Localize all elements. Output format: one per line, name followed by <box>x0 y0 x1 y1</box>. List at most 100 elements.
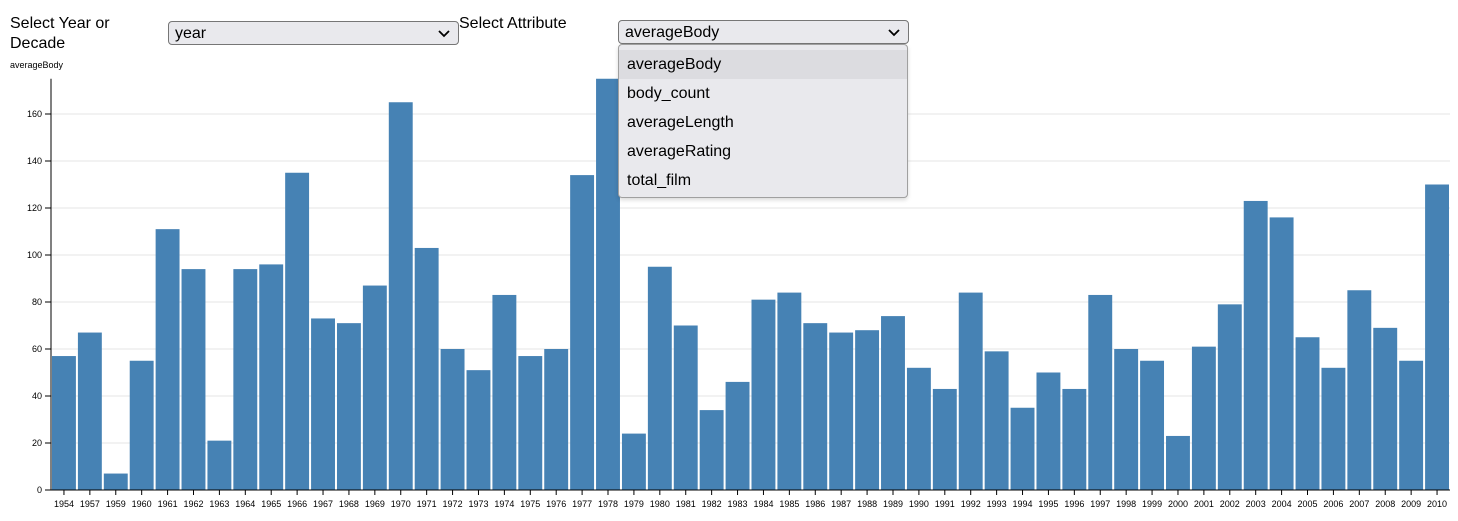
y-tick-label: 0 <box>37 485 42 495</box>
y-tick-label: 60 <box>32 344 42 354</box>
chevron <box>888 29 900 37</box>
bar <box>1088 294 1113 490</box>
x-tick-label: 1959 <box>106 499 126 509</box>
bar <box>570 175 595 490</box>
bar <box>388 102 413 490</box>
x-tick-label: 2003 <box>1246 499 1266 509</box>
y-axis-label: averageBody <box>10 60 64 70</box>
bar <box>492 294 517 490</box>
x-tick-label: 1999 <box>1142 499 1162 509</box>
bar <box>311 318 335 490</box>
x-tick-label: 1977 <box>572 499 592 509</box>
x-tick-label: 1988 <box>857 499 877 509</box>
x-tick-label: 1982 <box>702 499 722 509</box>
chevron <box>438 30 450 38</box>
x-tick-label: 2006 <box>1323 499 1343 509</box>
x-tick-label: 1991 <box>935 499 955 509</box>
bar <box>596 78 620 490</box>
x-tick-label: 1993 <box>987 499 1007 509</box>
bar <box>699 410 724 490</box>
x-tick-label: 1984 <box>753 499 773 509</box>
x-tick-label: 1987 <box>831 499 851 509</box>
x-tick-label: 1996 <box>1064 499 1084 509</box>
bar <box>621 433 646 490</box>
year-label: Select Year or Decade <box>10 15 110 52</box>
attribute-option[interactable]: averageRating <box>627 143 732 160</box>
bar <box>259 264 284 490</box>
bar <box>1217 304 1242 490</box>
bar <box>673 325 698 490</box>
x-tick-label: 1971 <box>417 499 437 509</box>
x-tick-label: 1969 <box>365 499 385 509</box>
bar <box>362 285 387 490</box>
x-tick-label: 1998 <box>1116 499 1136 509</box>
bar <box>1243 200 1268 490</box>
bar <box>1295 337 1320 490</box>
bar <box>52 356 76 490</box>
bar <box>129 360 154 490</box>
attribute-option[interactable]: total_film <box>627 172 692 189</box>
x-tick-label: 2001 <box>1194 499 1214 509</box>
x-tick-label: 2000 <box>1168 499 1188 509</box>
x-tick-label: 2005 <box>1297 499 1317 509</box>
y-tick-label: 140 <box>27 156 42 166</box>
x-tick-label: 2009 <box>1401 499 1421 509</box>
x-tick-label: 1968 <box>339 499 359 509</box>
attribute-select[interactable]: averageBody <box>618 20 909 44</box>
x-tick-label: 1986 <box>805 499 825 509</box>
x-tick-label: 2007 <box>1349 499 1369 509</box>
x-tick-label: 1981 <box>676 499 696 509</box>
bar <box>1062 388 1087 490</box>
bar <box>777 292 802 490</box>
attribute-option[interactable]: averageLength <box>627 114 734 131</box>
y-tick-label: 40 <box>32 391 42 401</box>
bar <box>440 349 465 490</box>
bar <box>1321 367 1346 490</box>
x-tick-label: 1967 <box>313 499 333 509</box>
bar <box>803 323 828 490</box>
bar <box>285 172 310 490</box>
attribute-option[interactable]: averageBody <box>619 50 907 79</box>
year-select[interactable]: year <box>168 21 459 45</box>
x-tick-label: 1997 <box>1090 499 1110 509</box>
x-tick-label: 1979 <box>624 499 644 509</box>
bar <box>751 299 776 490</box>
x-tick-label: 1989 <box>883 499 903 509</box>
x-tick-label: 1961 <box>158 499 178 509</box>
bar <box>103 473 128 490</box>
x-tick-label: 1970 <box>391 499 411 509</box>
bar <box>1140 360 1165 490</box>
x-tick-label: 1974 <box>494 499 514 509</box>
y-tick-label: 120 <box>27 203 42 213</box>
bar <box>1399 360 1424 490</box>
x-tick-label: 1983 <box>728 499 748 509</box>
bar <box>1373 327 1398 490</box>
x-tick-label: 1973 <box>468 499 488 509</box>
bar <box>829 332 854 490</box>
y-tick-label: 160 <box>27 109 42 119</box>
x-tick-label: 1972 <box>443 499 463 509</box>
attribute-option[interactable]: body_count <box>627 85 710 102</box>
x-tick-label: 2002 <box>1220 499 1240 509</box>
bar <box>207 440 232 490</box>
bar <box>336 323 361 490</box>
bar <box>544 349 569 490</box>
bar <box>984 351 1009 490</box>
x-tick-label: 1978 <box>598 499 618 509</box>
x-tick-label: 1994 <box>1013 499 1033 509</box>
bar <box>1114 349 1139 490</box>
x-tick-label: 1962 <box>183 499 203 509</box>
bar <box>518 356 543 490</box>
y-tick-label: 100 <box>27 250 42 260</box>
bar <box>414 247 439 490</box>
bar <box>1036 372 1061 490</box>
bar <box>932 388 957 490</box>
bar <box>855 330 880 490</box>
bar <box>1425 184 1449 490</box>
x-tick-label: 1965 <box>261 499 281 509</box>
bar <box>181 269 206 490</box>
x-tick-label: 1960 <box>132 499 152 509</box>
x-tick-label: 2008 <box>1375 499 1395 509</box>
